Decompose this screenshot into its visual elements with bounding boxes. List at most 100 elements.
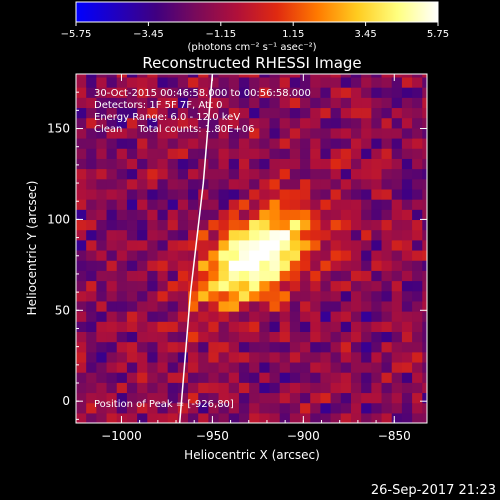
heatmap-pixel — [177, 178, 189, 190]
heatmap-pixel — [381, 117, 393, 129]
heatmap-pixel — [208, 117, 220, 129]
heatmap-pixel — [412, 372, 423, 383]
heatmap-pixel — [249, 361, 260, 373]
heatmap-pixel — [310, 178, 322, 190]
annotation-total-counts: Clean Total counts: 1.80E+06 — [94, 124, 254, 135]
heatmap-pixel — [289, 412, 301, 423]
heatmap-pixel — [188, 148, 199, 159]
heatmap-pixel — [76, 199, 87, 210]
heatmap-pixel — [76, 351, 87, 363]
heatmap-pixel — [167, 382, 179, 394]
heatmap-pixel — [422, 290, 427, 302]
heatmap-pixel — [300, 127, 311, 139]
heatmap-pixel — [279, 351, 291, 363]
heatmap-pixel — [177, 341, 189, 353]
heatmap-pixel — [137, 341, 148, 353]
heatmap-pixel — [279, 127, 291, 139]
heatmap-pixel — [249, 219, 260, 231]
heatmap-pixel — [350, 148, 362, 159]
heatmap-pixel — [188, 87, 199, 98]
heatmap-pixel — [157, 229, 169, 241]
heatmap-pixel — [157, 76, 169, 88]
heatmap-pixel — [330, 178, 342, 190]
heatmap-pixel — [361, 127, 372, 139]
heatmap-pixel — [157, 270, 169, 282]
heatmap-pixel — [371, 168, 383, 180]
heatmap-pixel — [350, 168, 362, 180]
heatmap-pixel — [391, 148, 403, 159]
heatmap-pixel — [371, 402, 383, 414]
heatmap-pixel — [381, 382, 393, 394]
heatmap-pixel — [249, 341, 260, 353]
heatmap-pixel — [269, 74, 281, 78]
colorbar-tick-label: 5.75 — [427, 29, 449, 40]
heatmap-pixel — [198, 351, 209, 363]
heatmap-pixel — [381, 311, 393, 322]
heatmap-pixel — [279, 280, 291, 292]
heatmap-pixel — [76, 209, 87, 221]
heatmap-pixel — [137, 311, 148, 322]
heatmap-pixel — [269, 117, 281, 129]
heatmap-pixel — [188, 158, 199, 170]
heatmap-pixel — [76, 76, 87, 88]
heatmap-pixel — [126, 127, 138, 139]
heatmap-pixel — [371, 74, 383, 78]
heatmap-pixel — [401, 209, 413, 221]
heatmap-pixel — [96, 148, 108, 159]
heatmap-pixel — [361, 280, 372, 292]
heatmap-pixel — [330, 107, 342, 119]
heatmap-pixel — [422, 361, 427, 373]
heatmap-pixel — [381, 178, 393, 190]
heatmap-pixel — [259, 158, 271, 170]
heatmap-pixel — [76, 402, 87, 414]
heatmap-pixel — [381, 341, 393, 353]
heatmap-pixel — [218, 402, 230, 414]
heatmap-pixel — [126, 87, 138, 98]
heatmap-pixel — [137, 127, 148, 139]
heatmap-pixel — [412, 351, 423, 363]
heatmap-pixel — [412, 188, 423, 200]
heatmap-pixel — [249, 311, 260, 322]
heatmap-pixel — [198, 402, 209, 414]
heatmap-pixel — [177, 351, 189, 363]
heatmap-pixel — [96, 229, 108, 241]
heatmap-pixel — [198, 76, 209, 88]
heatmap-pixel — [177, 412, 189, 423]
heatmap-pixel — [340, 249, 352, 261]
heatmap-pixel — [228, 412, 240, 423]
heatmap-pixel — [412, 412, 423, 423]
heatmap-pixel — [126, 137, 138, 149]
heatmap-pixel — [340, 168, 352, 180]
heatmap-pixel — [137, 331, 148, 343]
heatmap-pixel — [361, 188, 372, 200]
heatmap-pixel — [208, 280, 220, 292]
heatmap-pixel — [371, 311, 383, 322]
heatmap-pixel — [198, 260, 209, 271]
heatmap-pixel — [310, 168, 322, 180]
heatmap-pixel — [238, 331, 250, 343]
heatmap-pixel — [371, 199, 383, 210]
heatmap-pixel — [300, 178, 311, 190]
heatmap-pixel — [228, 239, 240, 251]
heatmap-pixel — [147, 361, 159, 373]
heatmap-pixel — [259, 270, 271, 282]
heatmap-pixel — [106, 127, 118, 139]
heatmap-pixel — [167, 361, 179, 373]
heatmap-pixel — [218, 372, 230, 383]
heatmap-pixel — [259, 412, 271, 423]
heatmap-pixel — [401, 311, 413, 322]
heatmap-pixel — [86, 229, 97, 241]
heatmap-pixel — [126, 76, 138, 88]
heatmap-pixel — [137, 209, 148, 221]
heatmap-pixel — [177, 270, 189, 282]
heatmap-pixel — [300, 219, 311, 231]
heatmap-pixel — [76, 280, 87, 292]
heatmap-pixels — [76, 74, 427, 423]
heatmap-pixel — [137, 412, 148, 423]
heatmap-pixel — [218, 199, 230, 210]
heatmap-pixel — [371, 331, 383, 343]
heatmap-pixel — [310, 351, 322, 363]
heatmap-pixel — [401, 249, 413, 261]
heatmap-pixel — [157, 239, 169, 251]
heatmap-pixel — [167, 239, 179, 251]
